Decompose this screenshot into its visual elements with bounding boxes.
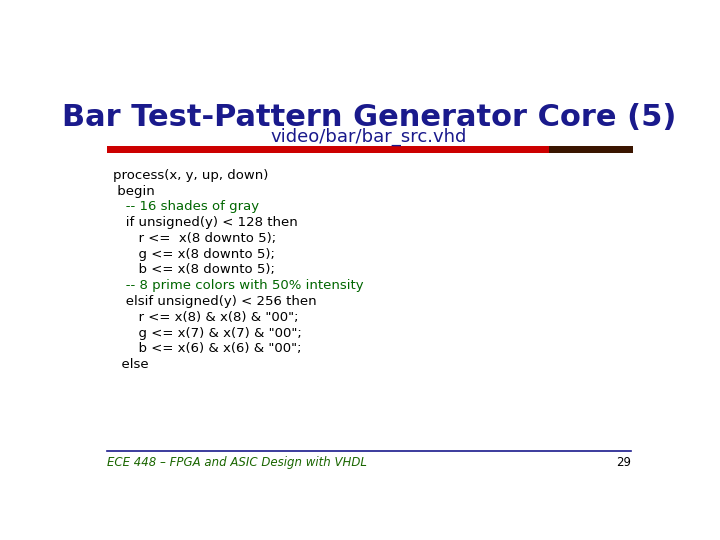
- Text: 29: 29: [616, 456, 631, 469]
- Bar: [549, 146, 632, 153]
- Text: r <=  x(8 downto 5);: r <= x(8 downto 5);: [113, 232, 276, 245]
- Text: if unsigned(y) < 128 then: if unsigned(y) < 128 then: [113, 216, 298, 229]
- Text: g <= x(7) & x(7) & "00";: g <= x(7) & x(7) & "00";: [113, 327, 302, 340]
- Text: else: else: [113, 358, 149, 371]
- Text: g <= x(8 downto 5);: g <= x(8 downto 5);: [113, 248, 275, 261]
- Text: elsif unsigned(y) < 256 then: elsif unsigned(y) < 256 then: [113, 295, 317, 308]
- Bar: [107, 146, 549, 153]
- Text: Bar Test-Pattern Generator Core (5): Bar Test-Pattern Generator Core (5): [62, 103, 676, 132]
- Text: -- 16 shades of gray: -- 16 shades of gray: [113, 200, 259, 213]
- Text: video/bar/bar_src.vhd: video/bar/bar_src.vhd: [271, 128, 467, 146]
- Text: begin: begin: [113, 185, 155, 198]
- Text: b <= x(6) & x(6) & "00";: b <= x(6) & x(6) & "00";: [113, 342, 302, 355]
- Text: -- 8 prime colors with 50% intensity: -- 8 prime colors with 50% intensity: [113, 279, 364, 292]
- Text: ECE 448 – FPGA and ASIC Design with VHDL: ECE 448 – FPGA and ASIC Design with VHDL: [107, 456, 367, 469]
- Text: b <= x(8 downto 5);: b <= x(8 downto 5);: [113, 264, 275, 276]
- Text: process(x, y, up, down): process(x, y, up, down): [113, 168, 269, 182]
- Text: r <= x(8) & x(8) & "00";: r <= x(8) & x(8) & "00";: [113, 311, 299, 324]
